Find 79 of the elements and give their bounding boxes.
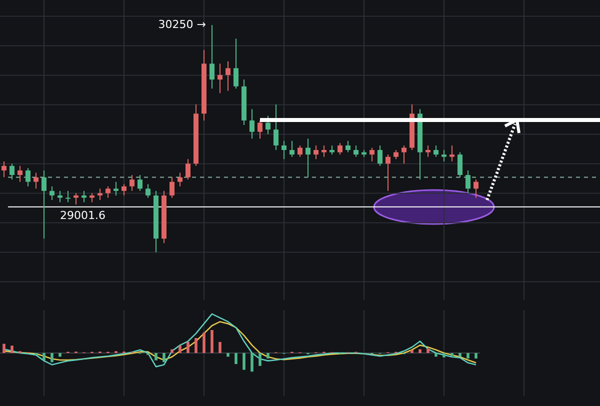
- candlestick: [210, 24, 214, 90]
- candlestick: [314, 144, 318, 160]
- bar: [226, 353, 230, 357]
- candlestick: [402, 144, 406, 164]
- candlestick: [346, 140, 350, 153]
- bar: [442, 353, 446, 358]
- bar: [170, 349, 174, 353]
- candlestick: [234, 38, 238, 90]
- bar: [258, 353, 262, 366]
- candlestick: [66, 190, 70, 203]
- bar: [426, 348, 430, 353]
- candlestick: [10, 163, 14, 180]
- candlestick: [298, 144, 302, 158]
- candlestick: [290, 140, 294, 158]
- candlestick: [98, 188, 102, 200]
- candlestick: [370, 147, 374, 162]
- bar: [162, 353, 166, 362]
- candlestick: [106, 186, 110, 198]
- candlestick: [458, 152, 462, 178]
- candlestick: [394, 150, 398, 160]
- bar: [10, 346, 14, 353]
- bar: [194, 338, 198, 353]
- candlestick: [306, 138, 310, 178]
- candlestick: [474, 179, 478, 198]
- candlestick: [434, 144, 438, 158]
- bar: [186, 342, 190, 353]
- candlestick: [250, 108, 254, 140]
- candlestick: [130, 174, 134, 192]
- candlestick: [170, 176, 174, 198]
- bar: [474, 353, 478, 359]
- bar: [58, 353, 62, 357]
- annotation: 30250 →: [158, 18, 206, 31]
- candlestick: [218, 63, 222, 94]
- candlestick: [122, 184, 126, 196]
- candlestick: [282, 140, 286, 160]
- candlestick: [2, 160, 6, 178]
- candlestick: [354, 144, 358, 158]
- candlestick: [114, 181, 118, 196]
- candlestick: [18, 165, 22, 182]
- candlestick: [34, 172, 38, 190]
- bar: [50, 353, 54, 362]
- candlestick: [378, 144, 382, 166]
- bar: [458, 353, 462, 357]
- bar: [466, 353, 470, 359]
- bar: [434, 353, 438, 357]
- bar: [202, 332, 206, 353]
- bar: [250, 353, 254, 372]
- candlestick: [146, 184, 150, 198]
- annotation: 29001.6: [60, 208, 106, 222]
- candlestick: [178, 172, 182, 187]
- bar: [218, 342, 222, 353]
- candlestick: [274, 104, 278, 150]
- bar: [242, 353, 246, 370]
- bar: [210, 330, 214, 353]
- candlestick: [330, 144, 334, 156]
- bar: [418, 349, 422, 353]
- candlestick: [50, 186, 54, 200]
- candlestick: [466, 170, 470, 194]
- candlestick: [26, 168, 30, 187]
- candlestick: [266, 115, 270, 135]
- bar: [450, 353, 454, 356]
- candlestick: [138, 174, 142, 192]
- bar: [266, 353, 270, 359]
- candlestick: [442, 150, 446, 162]
- candlestick: [258, 120, 262, 140]
- bar: [178, 346, 182, 353]
- candlestick: [42, 170, 46, 240]
- candlestick: [338, 142, 342, 156]
- bar: [234, 353, 238, 364]
- candlestick: [450, 144, 454, 162]
- candlestick: [186, 158, 190, 180]
- candlestick: [426, 144, 430, 158]
- bar: [2, 344, 6, 353]
- candlestick: [386, 154, 390, 192]
- candlestick: [226, 60, 230, 92]
- bar: [42, 353, 46, 360]
- bar: [410, 350, 414, 353]
- bar: [154, 353, 158, 360]
- candlestick: [322, 144, 326, 158]
